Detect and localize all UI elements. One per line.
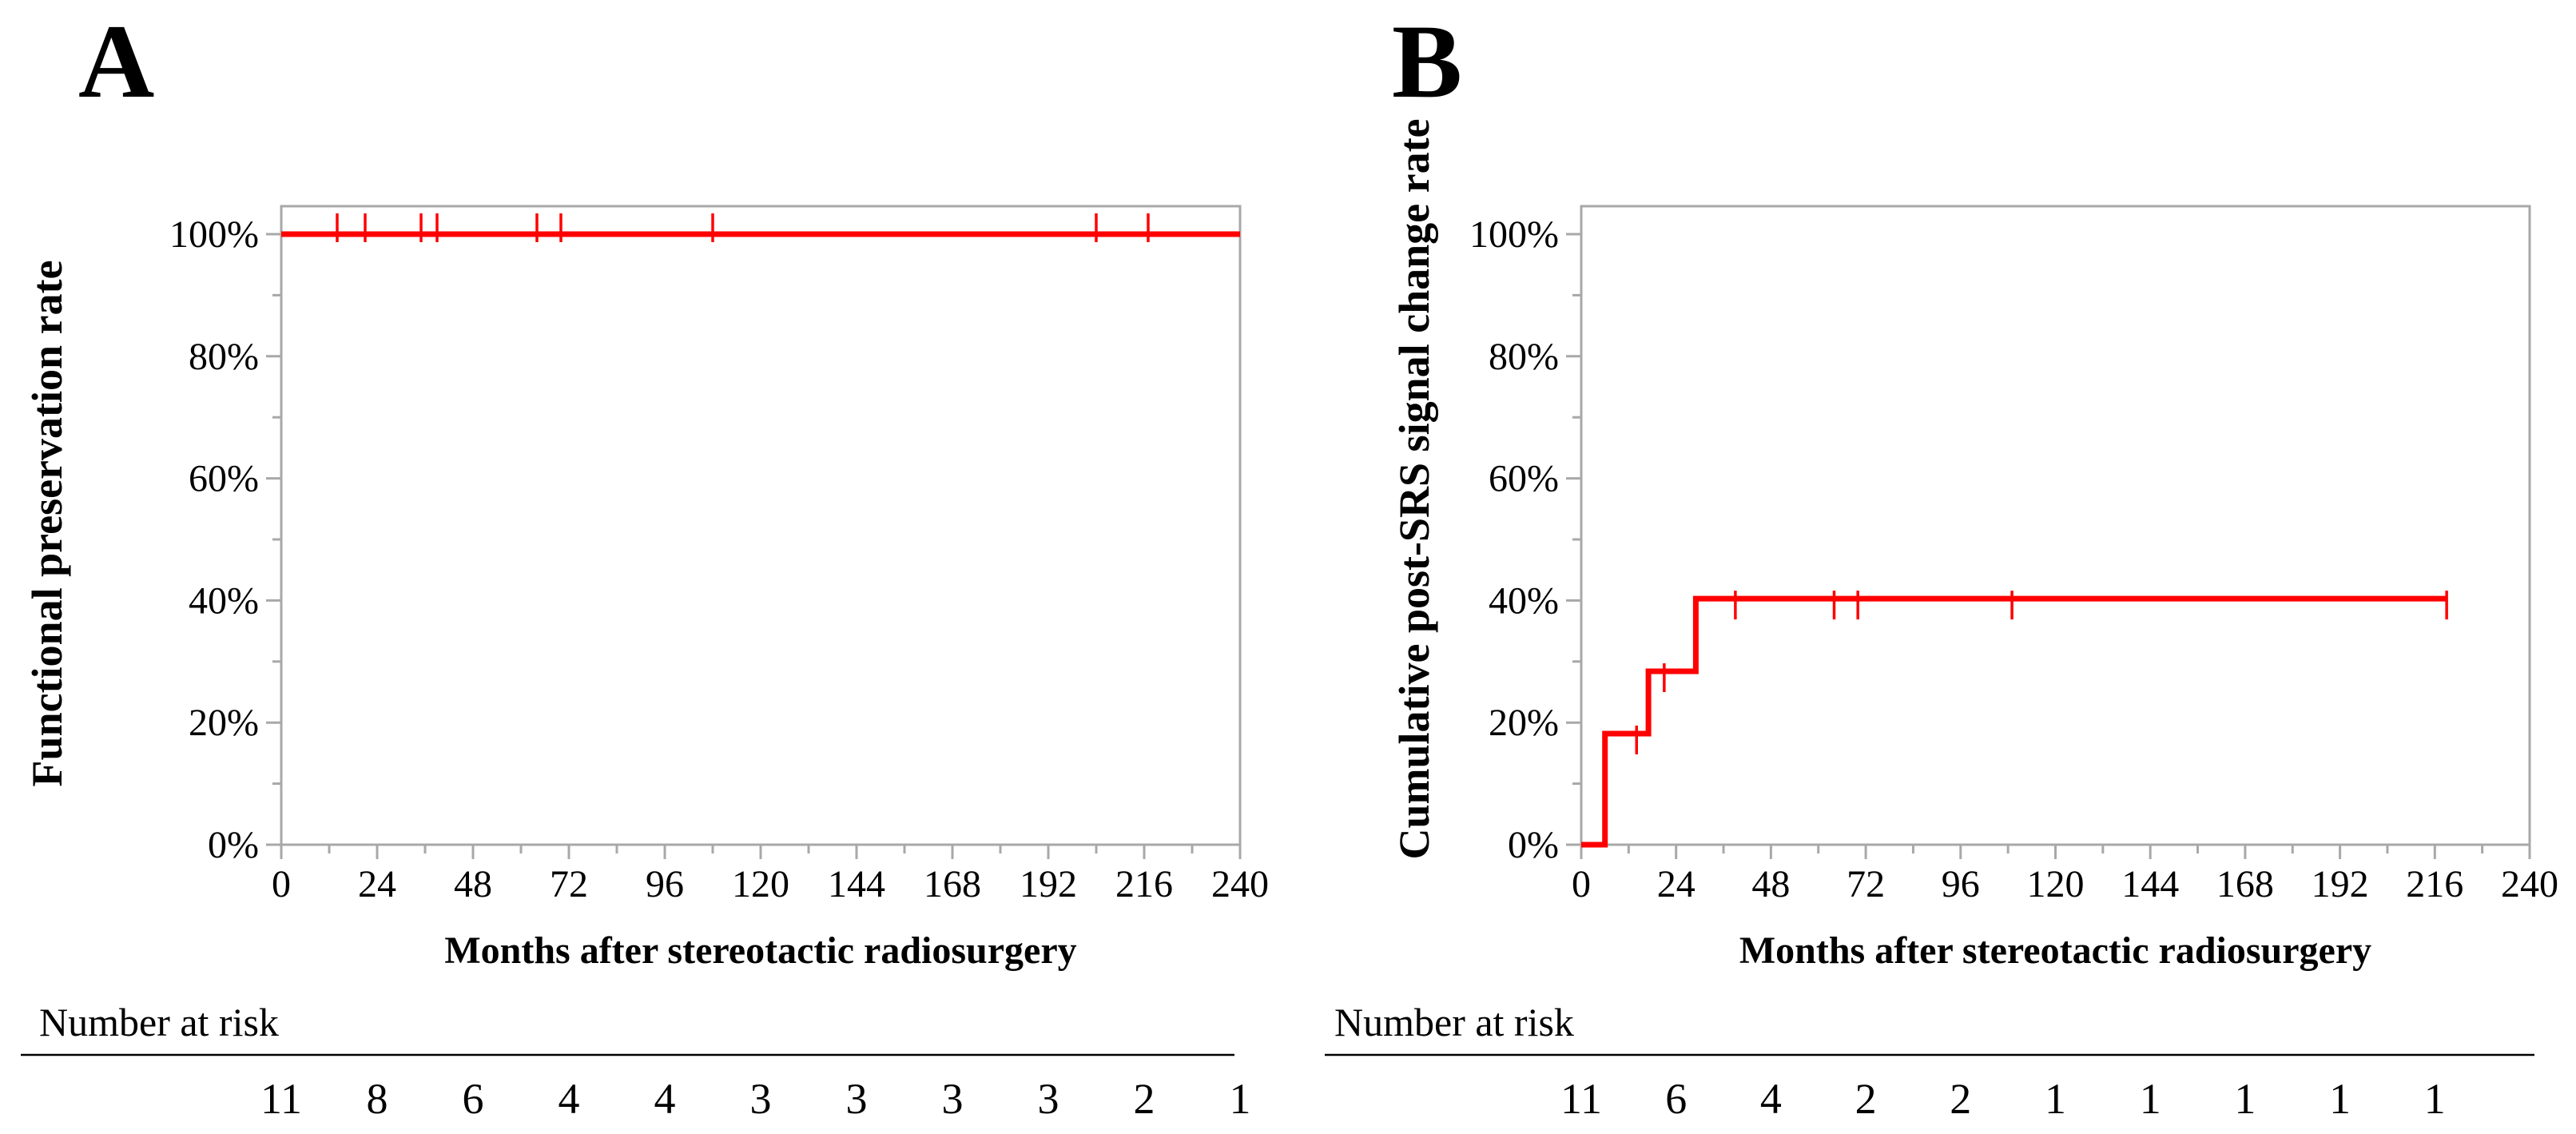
number-at-risk-count: 1 bbox=[2045, 1075, 2066, 1123]
x-axis-tick-label: 72 bbox=[550, 863, 588, 905]
number-at-risk-count: 1 bbox=[2234, 1075, 2256, 1123]
x-axis-tick-label: 216 bbox=[2406, 863, 2463, 905]
plot-border bbox=[1580, 205, 2531, 846]
y-axis-tick-label: 60% bbox=[1489, 458, 1559, 500]
number-at-risk-count: 3 bbox=[942, 1075, 964, 1123]
number-at-risk-count: 11 bbox=[1560, 1075, 1602, 1123]
number-at-risk-count: 2 bbox=[1855, 1075, 1877, 1123]
x-axis-tick-label: 192 bbox=[1020, 863, 1077, 905]
number-at-risk-count: 1 bbox=[2140, 1075, 2161, 1123]
x-axis-tick-label: 144 bbox=[2121, 863, 2179, 905]
y-axis-tick-label: 100% bbox=[1469, 213, 1559, 256]
y-axis-title: Cumulative post-SRS signal change rate bbox=[1390, 118, 1438, 859]
number-at-risk-count: 11 bbox=[260, 1075, 302, 1123]
number-at-risk-count: 6 bbox=[1665, 1075, 1687, 1123]
km-curve bbox=[1581, 595, 2447, 848]
plot-border bbox=[280, 205, 1242, 846]
number-at-risk-count: 3 bbox=[1038, 1075, 1059, 1123]
number-at-risk-label: Number at risk bbox=[39, 1000, 279, 1044]
y-axis-tick-label: 0% bbox=[208, 824, 259, 866]
x-axis-tick-label: 0 bbox=[272, 863, 291, 905]
x-axis-tick-label: 216 bbox=[1115, 863, 1173, 905]
x-axis-title: Months after stereotactic radiosurgery bbox=[1739, 929, 2371, 972]
y-axis-tick-label: 80% bbox=[189, 336, 259, 378]
y-axis-tick-label: 40% bbox=[189, 579, 259, 622]
y-axis-tick-label: 60% bbox=[189, 458, 259, 500]
x-axis-tick-label: 192 bbox=[2312, 863, 2369, 905]
number-at-risk-count: 4 bbox=[654, 1075, 676, 1123]
x-axis-tick-label: 48 bbox=[1751, 863, 1790, 905]
number-at-risk-label: Number at risk bbox=[1334, 1000, 1574, 1044]
x-axis-tick-label: 168 bbox=[2216, 863, 2274, 905]
y-axis-tick-label: 40% bbox=[1489, 579, 1559, 622]
y-axis-tick-label: 80% bbox=[1489, 336, 1559, 378]
y-axis-tick-label: 20% bbox=[189, 702, 259, 744]
x-axis-tick-label: 240 bbox=[2501, 863, 2558, 905]
y-axis-tick-label: 20% bbox=[1489, 702, 1559, 744]
panel-b-chart: 0%20%40%60%80%100%0 24 48 72 96 120 144 168 192 2… bbox=[1325, 118, 2558, 1123]
x-axis-tick-label: 144 bbox=[828, 863, 885, 905]
x-axis-tick-label: 96 bbox=[646, 863, 684, 905]
number-at-risk-count: 4 bbox=[559, 1075, 580, 1123]
x-axis-tick-label: 96 bbox=[1942, 863, 1980, 905]
x-axis-tick-label: 240 bbox=[1211, 863, 1269, 905]
panel-a-chart: 0%20%40%60%80%100%0 24 48 72 96 120 144 168 192 2… bbox=[21, 205, 1269, 1123]
number-at-risk-count: 1 bbox=[2424, 1075, 2446, 1123]
number-at-risk-count: 1 bbox=[2329, 1075, 2351, 1123]
number-at-risk-count: 4 bbox=[1760, 1075, 1782, 1123]
number-at-risk-count: 8 bbox=[367, 1075, 388, 1123]
y-axis-tick-label: 100% bbox=[169, 213, 259, 256]
x-axis-tick-label: 24 bbox=[358, 863, 396, 905]
number-at-risk-count: 1 bbox=[1230, 1075, 1251, 1123]
y-axis-title: Functional preservation rate bbox=[23, 261, 71, 787]
number-at-risk-count: 6 bbox=[463, 1075, 484, 1123]
panel-a-letter: A bbox=[78, 2, 155, 120]
panel-b-letter: B bbox=[1392, 2, 1463, 120]
x-axis-tick-label: 48 bbox=[454, 863, 492, 905]
x-axis-tick-label: 168 bbox=[924, 863, 981, 905]
x-axis-tick-label: 0 bbox=[1572, 863, 1591, 905]
number-at-risk-count: 2 bbox=[1134, 1075, 1155, 1123]
x-axis-title: Months after stereotactic radiosurgery bbox=[444, 929, 1076, 972]
number-at-risk-count: 2 bbox=[1950, 1075, 1971, 1123]
y-axis-tick-label: 0% bbox=[1508, 824, 1559, 866]
x-axis-tick-label: 24 bbox=[1657, 863, 1695, 905]
x-axis-tick-label: 120 bbox=[732, 863, 789, 905]
x-axis-tick-label: 120 bbox=[2027, 863, 2085, 905]
number-at-risk-count: 3 bbox=[846, 1075, 868, 1123]
number-at-risk-count: 3 bbox=[750, 1075, 772, 1123]
x-axis-tick-label: 72 bbox=[1847, 863, 1885, 905]
